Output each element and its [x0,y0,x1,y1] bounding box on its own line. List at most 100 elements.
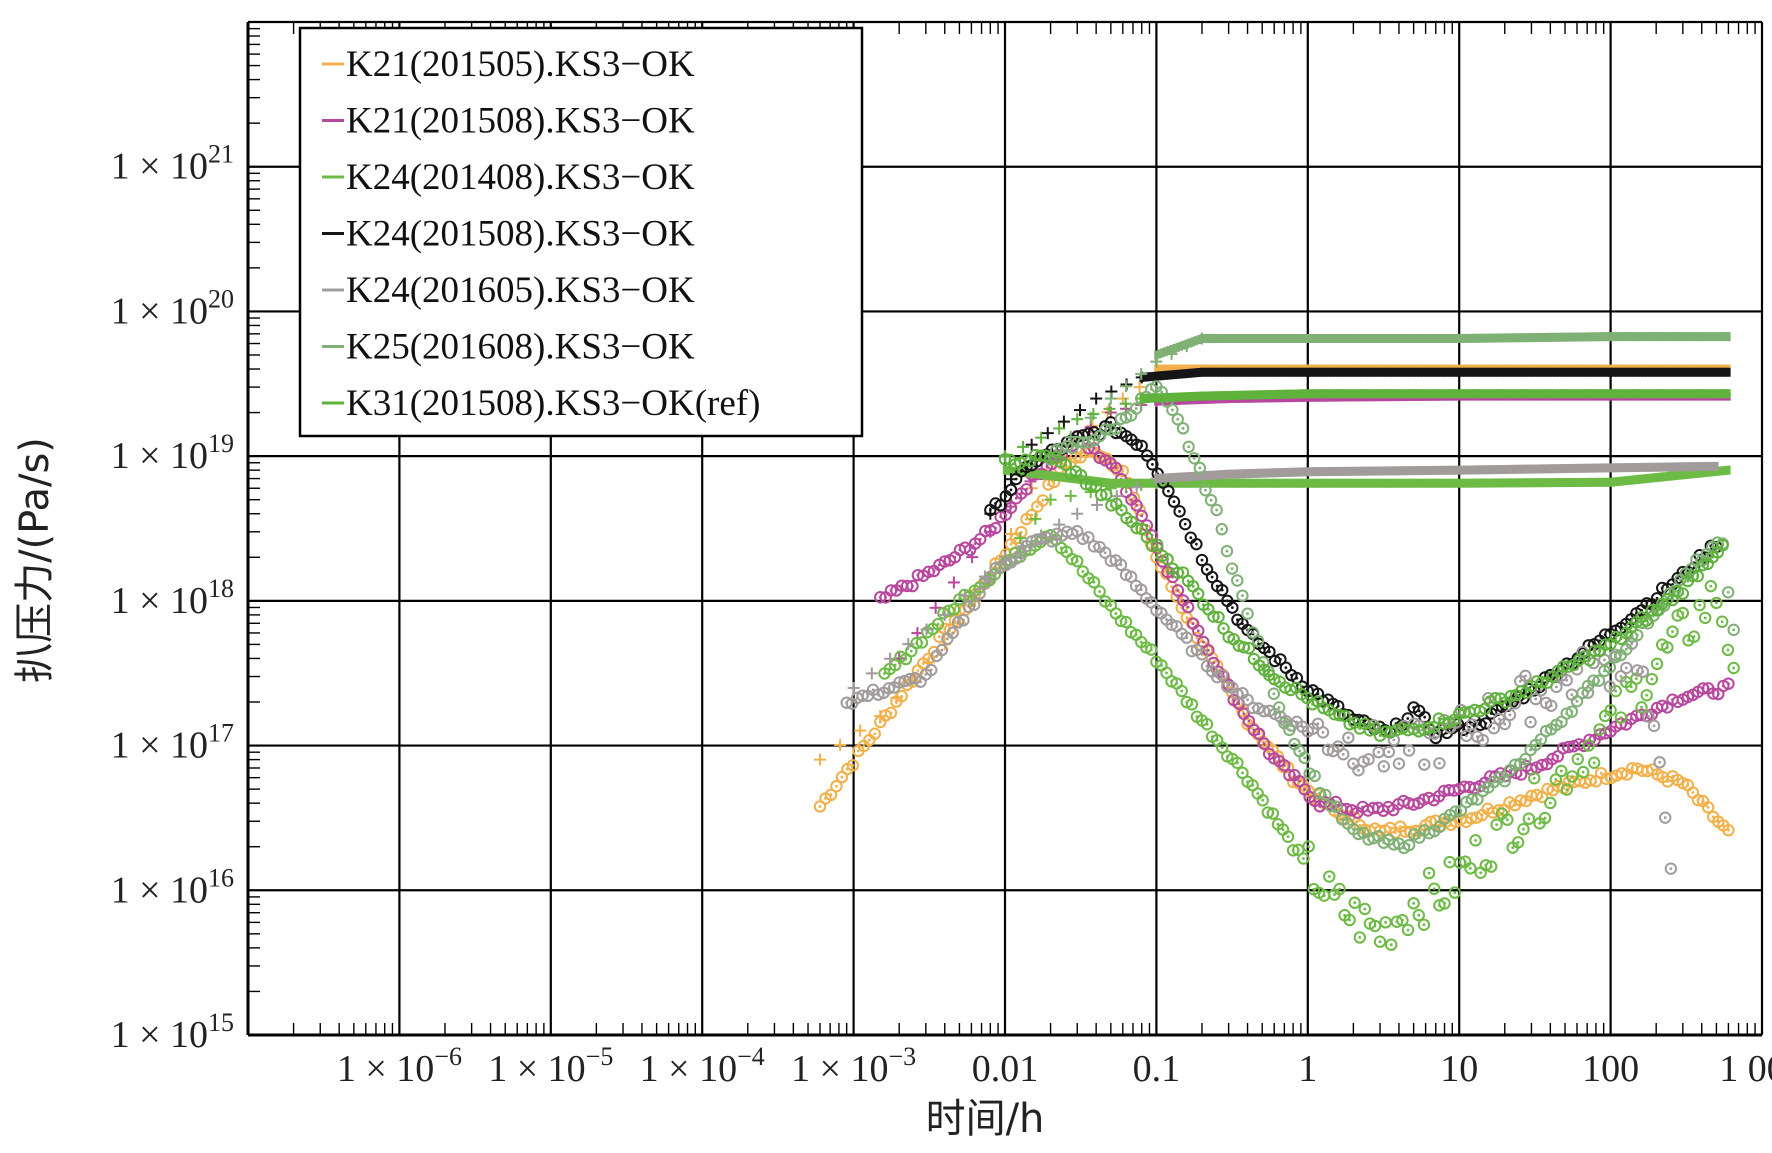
derivative-point [1653,756,1666,769]
pressure-point [1142,478,1147,488]
pressure-point [1438,478,1444,488]
pressure-point [1635,462,1641,472]
pressure-point [1157,349,1162,359]
pressure-point [1450,465,1456,475]
pressure-point [1550,464,1556,474]
pressure-point [1614,332,1619,342]
pressure-point [1714,461,1719,471]
derivative-point [1316,726,1330,739]
y-tick-exponent: 16 [208,863,234,892]
pressure-point [1496,333,1501,343]
pressure-point [1169,392,1175,402]
derivative-point [1614,670,1628,683]
pressure-point [1723,367,1728,377]
derivative-point [1727,661,1740,675]
derivative-point [1151,538,1164,551]
derivative-point [925,663,938,677]
pressure-point [1256,468,1262,478]
derivative-point [1362,753,1375,766]
derivative-point [906,579,919,593]
pressure-point [1396,389,1401,399]
pressure-point [1668,367,1674,377]
pressure-point [1420,334,1426,344]
derivative-point [1630,672,1643,685]
pressure-point [1484,389,1489,399]
pressure-point [1711,461,1716,471]
pressure-point [1635,367,1640,377]
pressure-point [1163,364,1168,374]
pressure-point [1499,367,1504,377]
pressure-point [1263,334,1268,344]
pressure-point [1696,332,1701,342]
pressure-point [1263,390,1268,400]
pressure-change-point [1104,392,1117,405]
derivative-point [1241,693,1254,706]
pressure-point [1472,478,1477,488]
pressure-point [1148,372,1153,382]
pressure-point [1387,389,1392,399]
pressure-point [1505,464,1510,474]
pressure-point [1169,478,1174,488]
derivative-point [1438,897,1451,910]
pressure-point [1226,478,1232,488]
pressure-point [1708,461,1713,471]
pressure-point [1466,333,1471,343]
pressure-change-point [1195,332,1208,345]
pressure-point [1329,478,1335,488]
pressure-point [1469,333,1474,343]
pressure-point [1602,367,1607,377]
pressure-point [1460,333,1465,343]
pressure-point [1217,367,1223,377]
pressure-point [1650,473,1656,483]
pressure-point [1293,367,1298,377]
pressure-point [1444,367,1450,377]
pressure-point [1335,478,1341,488]
pressure-point [1453,478,1459,488]
pressure-point [1705,389,1710,399]
pressure-point [1220,367,1226,377]
pressure-point [1363,466,1368,476]
pressure-point [1417,389,1423,399]
pressure-point [1572,463,1577,473]
derivative-point [915,636,929,649]
pressure-point [1541,478,1547,488]
derivative-point [1428,882,1441,895]
pressure-point [1172,370,1178,380]
pressure-point [1305,389,1310,399]
pressure-point [1357,389,1362,399]
pressure-change-point [814,753,827,766]
pressure-point [1605,367,1610,377]
pressure-point [1266,478,1271,488]
derivative-point [1236,766,1249,780]
pressure-point [1317,467,1323,477]
pressure-point [1287,467,1292,477]
derivative-point [824,788,838,802]
pressure-point [1444,389,1450,399]
pressure-point [1329,367,1335,377]
pressure-point [1242,478,1247,488]
pressure-point [1614,389,1619,399]
pressure-point [1169,370,1175,380]
pressure-point [1650,389,1656,399]
pressure-point [1641,462,1647,472]
pressure-point [1154,371,1159,381]
pressure-point [1478,333,1483,343]
pressure-point [1320,467,1326,477]
pressure-point [1242,367,1247,377]
pressure-point [1481,478,1486,488]
derivative-point [1412,909,1425,922]
pressure-point [1569,463,1574,473]
legend-label: K21(201505).KS3−OK [346,44,695,85]
pressure-point [1033,469,1038,479]
pressure-point [1644,367,1650,377]
pressure-point [1584,332,1589,342]
derivative-point [1297,852,1310,865]
pressure-point [1017,467,1023,477]
pressure-point [1357,367,1362,377]
pressure-point [1593,367,1598,377]
derivative-point [1358,902,1372,916]
derivative-point [1666,625,1679,638]
pressure-point [1363,389,1368,399]
pressure-point [1372,334,1377,344]
derivative-point [830,780,843,793]
